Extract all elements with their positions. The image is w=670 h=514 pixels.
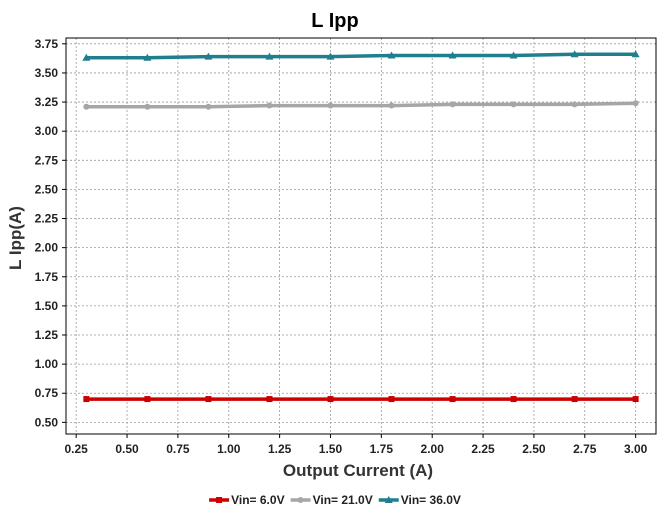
data-point [144,103,151,110]
data-point [509,51,518,59]
data-point [449,396,456,403]
y-tick-label: 0.50 [35,415,59,429]
y-tick-label: 0.75 [35,386,59,400]
legend-swatch-marker [297,497,304,503]
series-1 [83,396,639,403]
data-point [632,100,639,107]
data-point [204,52,213,60]
y-tick-label: 3.25 [35,95,59,109]
data-point [265,52,274,60]
series-line [86,101,636,109]
data-point [205,103,212,110]
data-point [205,396,212,403]
chart-title: L Ipp [311,10,358,32]
series-3 [82,50,640,61]
data-point [326,52,335,60]
data-point [327,396,334,403]
x-tick-label: 1.25 [268,442,292,456]
x-tick-label: 2.50 [522,442,546,456]
legend-item: Vin= 21.0V [290,493,373,507]
data-point [570,50,579,58]
legend-label: Vin= 21.0V [313,493,373,507]
grid-lines [66,38,656,434]
data-point [388,102,395,109]
series-line [86,52,636,60]
y-tick-labels: 0.50 0.75 1.00 1.25 1.50 1.75 2.00 2.25 2.50 2.75… [35,37,66,429]
y-tick-label: 2.25 [35,212,59,226]
data-point [631,50,640,58]
y-tick-label: 3.75 [35,37,59,51]
series-layer [82,50,640,403]
plot-frame [65,37,657,435]
x-tick-label: 0.25 [64,442,88,456]
x-tick-label: 1.00 [217,442,241,456]
x-axis-title: Output Current (A) [283,461,433,480]
legend-label: Vin= 6.0V [231,493,284,507]
legend: Vin= 6.0V Vin= 21.0V Vin= 36.0V [209,493,461,507]
data-point [266,396,273,403]
y-tick-label: 3.50 [35,66,59,80]
x-tick-label: 3.00 [624,442,648,456]
y-tick-label: 2.50 [35,182,59,196]
legend-swatch-marker [384,496,393,503]
data-point [83,103,90,110]
data-point [144,396,151,403]
x-tick-label: 2.75 [573,442,597,456]
data-point [143,53,152,61]
data-point [571,101,578,108]
y-tick-label: 1.50 [35,299,59,313]
x-tick-label: 1.50 [319,442,343,456]
x-tick-label: 2.00 [421,442,445,456]
legend-label: Vin= 36.0V [401,493,461,507]
data-point [387,51,396,59]
legend-item: Vin= 6.0V [209,493,285,507]
y-tick-label: 1.25 [35,328,59,342]
y-axis-title: L Ipp(A) [6,206,25,270]
series-2 [83,100,639,110]
x-tick-labels: 0.25 0.50 0.75 1.00 1.25 1.50 1.75 2.00 2.25 2.50… [64,434,648,456]
y-tick-label: 2.00 [35,241,59,255]
y-tick-label: 2.75 [35,153,59,167]
y-tick-label: 3.00 [35,124,59,138]
data-point [448,51,457,59]
x-tick-label: 2.25 [471,442,495,456]
legend-swatch-marker [216,497,223,503]
data-point [83,396,90,403]
y-tick-label: 1.00 [35,357,59,371]
x-tick-label: 0.50 [115,442,139,456]
data-point [388,396,395,403]
data-point [449,101,456,108]
data-point [82,53,91,61]
y-tick-label: 1.75 [35,270,59,284]
legend-item: Vin= 36.0V [378,493,461,507]
data-point [266,102,273,109]
data-point [632,396,639,403]
data-point [571,396,578,403]
data-point [327,102,334,109]
x-tick-label: 0.75 [166,442,190,456]
data-point [510,101,517,108]
x-tick-label: 1.75 [370,442,394,456]
data-point [510,396,517,403]
